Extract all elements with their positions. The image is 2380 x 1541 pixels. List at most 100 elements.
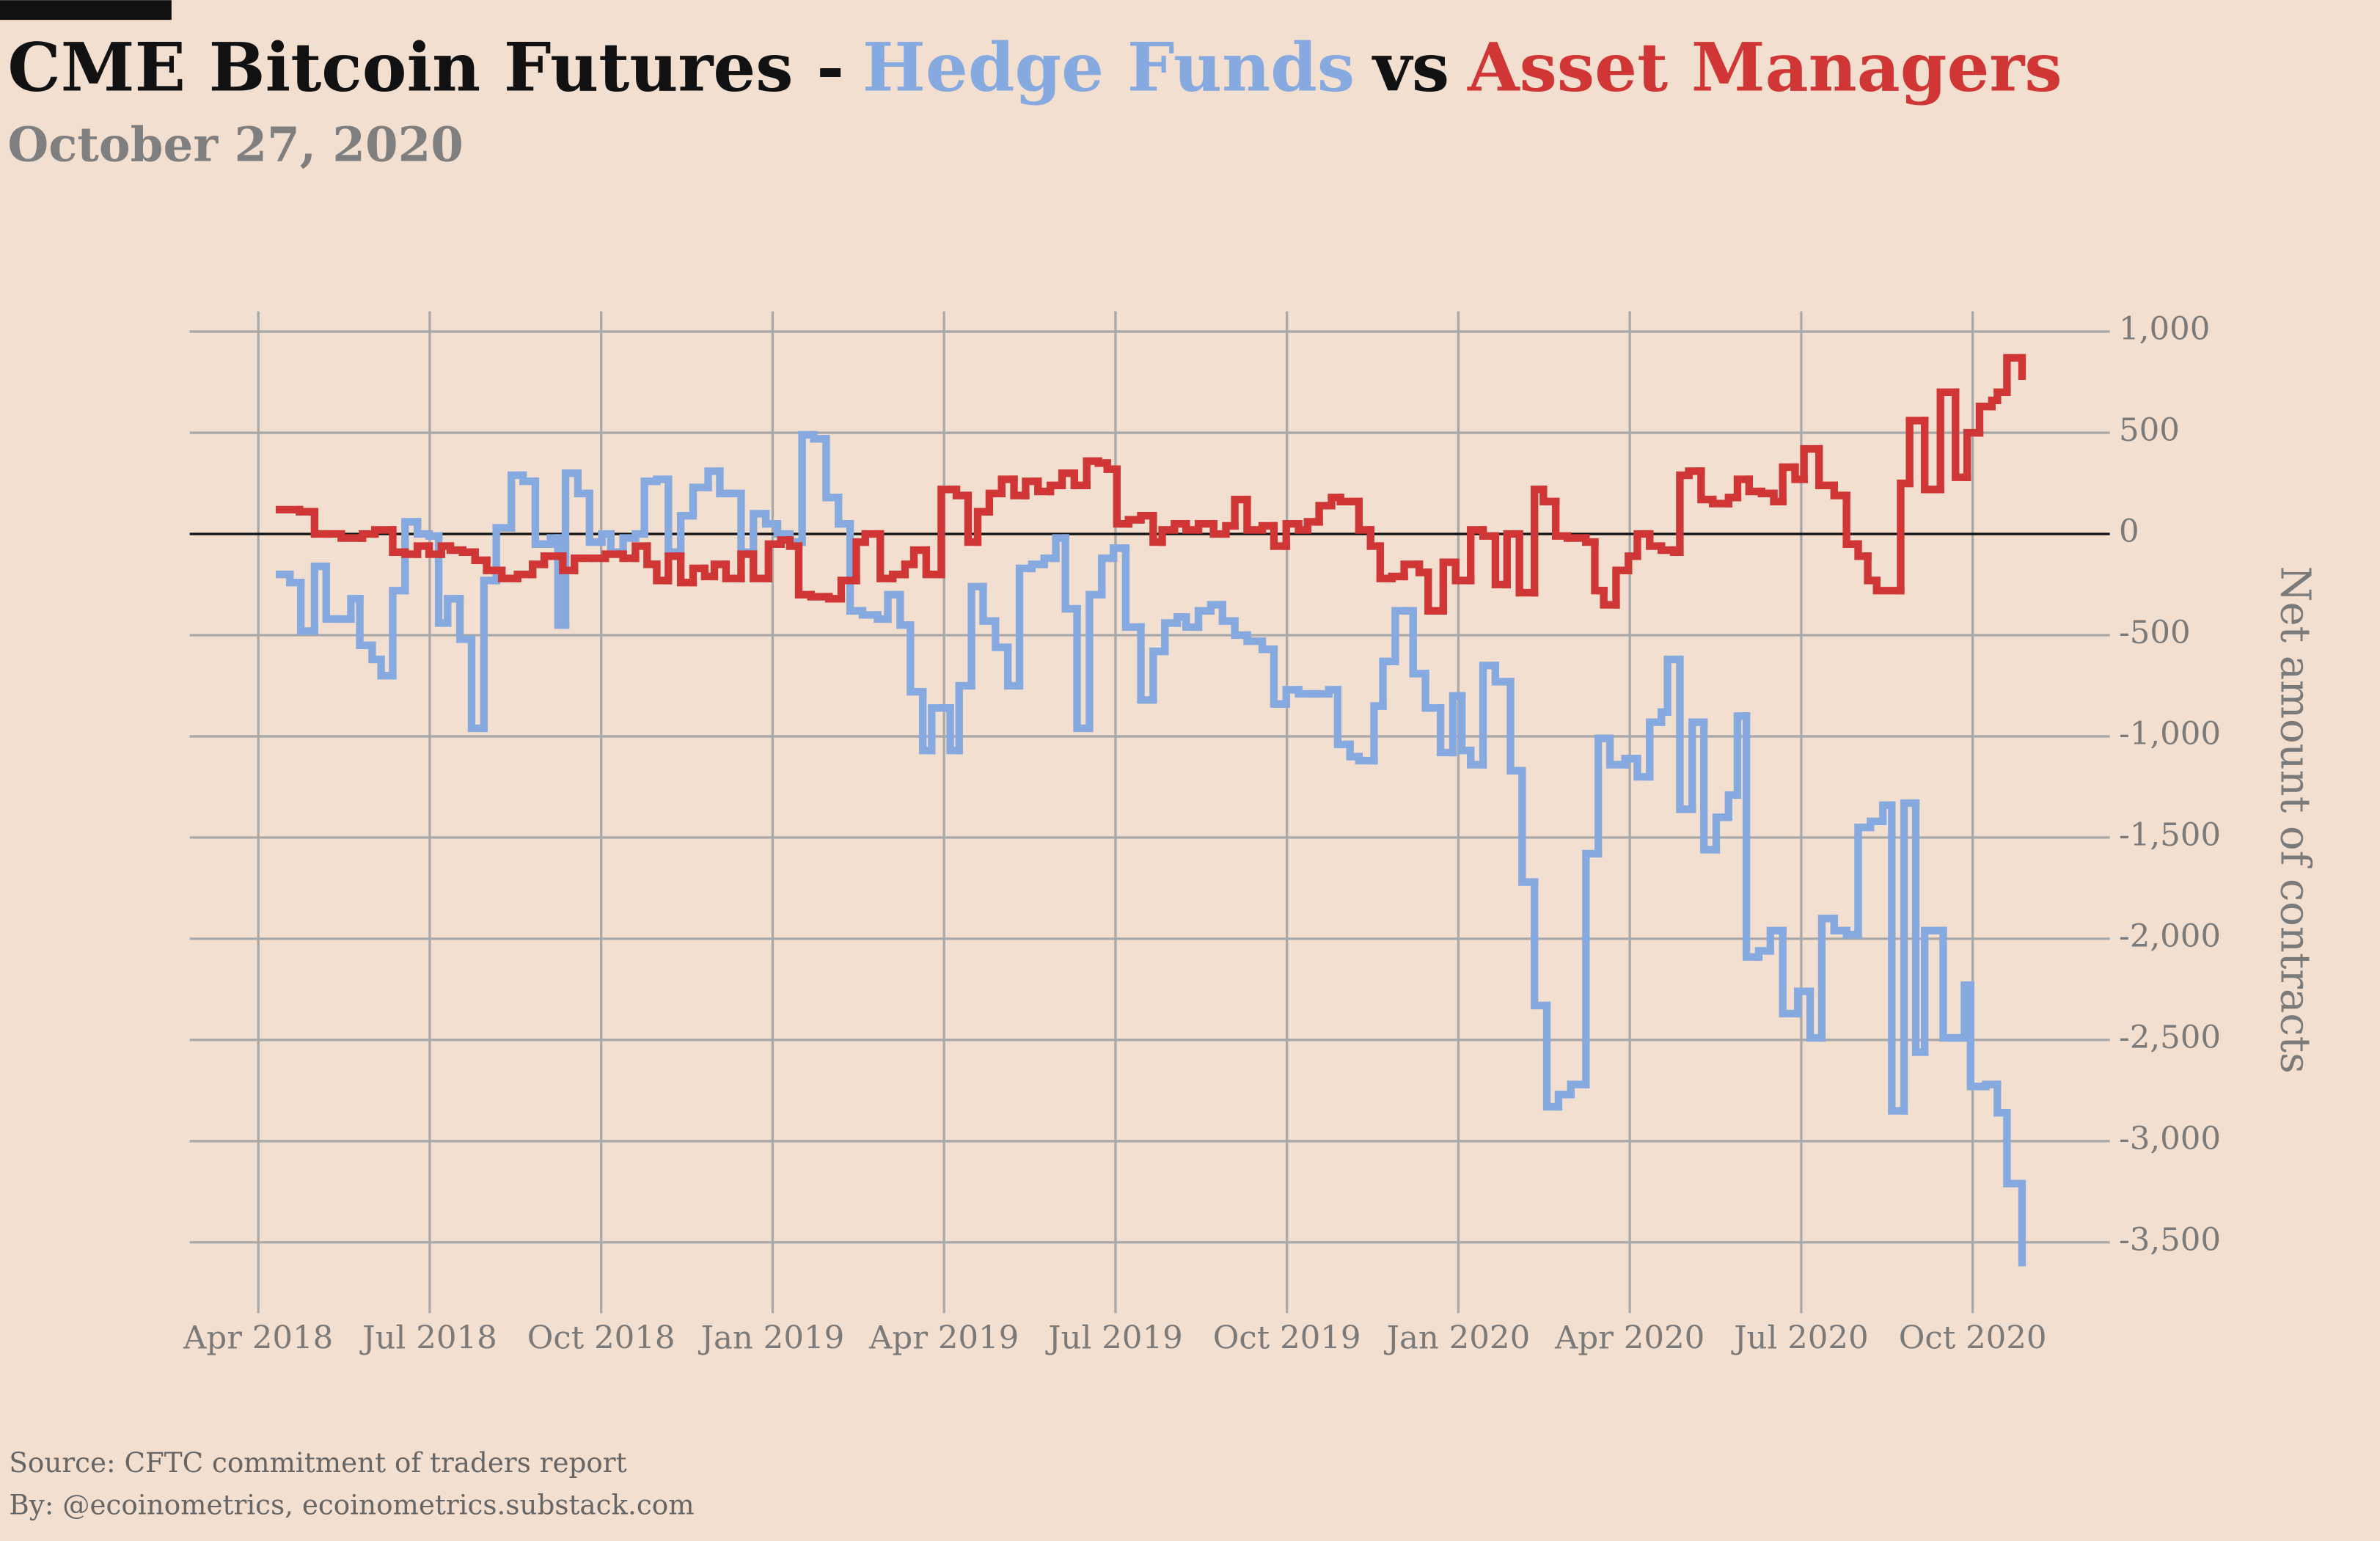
line-step [722,560,745,582]
line-step [1243,495,1267,534]
line-step [574,469,593,497]
line-step [296,579,319,635]
line-step [979,582,1000,625]
y-tick-label: -1,500 [2119,817,2221,854]
line-step [471,548,491,565]
line-step [1194,607,1215,632]
line-step [1518,766,1539,886]
line-step [1282,686,1303,708]
x-tick-label: Oct 2018 [527,1320,675,1357]
line-step [1388,572,1408,582]
line-step [1451,558,1475,585]
line-step [1479,526,1500,540]
line-step [737,550,758,582]
line-step [1121,544,1145,632]
line-step [631,542,651,563]
line-step [458,546,479,557]
line-step [1676,655,1696,813]
line-step [858,607,882,619]
line-step [389,526,409,557]
title-text: vs [1372,29,1449,106]
line-step [529,560,549,579]
line-step [401,548,422,558]
line-step [2003,354,2026,397]
line-step [750,550,772,582]
line-step [952,486,973,499]
line-step [876,530,897,582]
line-step [1467,747,1487,769]
line-step [1073,604,1094,733]
line-step [1010,475,1030,499]
line-step [377,655,397,680]
line-step [571,554,597,574]
line-step [1966,981,1990,1091]
line-step [985,489,1006,516]
line-step [1900,799,1920,1115]
x-tick-label: Apr 2019 [868,1320,1019,1357]
line-step [689,483,712,520]
line-step [425,542,445,558]
line-step [1182,520,1203,534]
chart-title: CME Bitcoin Futures - Hedge Funds vs Asset … [7,29,2062,106]
line-step [1905,417,1929,488]
line-step [1409,607,1429,678]
line-step [1400,560,1424,581]
line-step [1424,568,1448,615]
line-step [1034,477,1055,496]
line-step [1070,469,1091,489]
line-step [1688,718,1708,813]
line-step [1439,558,1460,615]
line-step [1315,502,1336,526]
line-step [1531,878,1551,1010]
plot [275,354,2026,1267]
line-step [455,595,476,643]
line-step [1612,566,1633,609]
line-step [1963,428,1984,481]
line-step [1830,915,1850,935]
line-step [1952,388,1971,481]
line-step [1551,497,1572,540]
line-step [1231,617,1251,640]
line-step [1243,631,1267,645]
line-step [1113,465,1132,528]
line-step [492,524,516,585]
line-step [1982,1080,2002,1091]
line-step [1158,526,1179,546]
line-step [1109,544,1130,563]
line-step [1921,926,1941,1056]
line-step [1975,402,1996,437]
line-step [1270,645,1290,708]
x-tick-label: Apr 2018 [183,1320,333,1357]
line-step [1757,487,1778,497]
line-step [1207,601,1226,615]
line-step [1479,662,1500,769]
line-step [322,562,343,623]
line-step [922,546,945,579]
line-step [640,477,661,538]
line-step [1657,542,1678,554]
line-step [1058,469,1078,489]
line-step [508,471,527,532]
line-step [1258,521,1278,534]
line-step [653,475,673,486]
line-step [1467,526,1487,585]
line-step [1333,686,1354,749]
y-tick-label: 1,000 [2119,311,2210,348]
line-step [1491,532,1511,589]
line-step [1830,481,1850,499]
line-step [359,530,379,542]
x-tick-label: Oct 2020 [1899,1320,2047,1357]
line-step [1171,520,1190,534]
line-step [1633,530,1654,560]
line-step [559,552,579,574]
line-step [467,635,488,733]
line-step [1712,813,1732,854]
line-step [1663,655,1684,716]
line-step [1003,643,1024,690]
line-step [846,520,867,615]
line-step [356,595,376,649]
line-step [1939,926,1960,1042]
line-step [619,550,640,563]
line-step [531,477,554,548]
line-step [1137,623,1157,704]
